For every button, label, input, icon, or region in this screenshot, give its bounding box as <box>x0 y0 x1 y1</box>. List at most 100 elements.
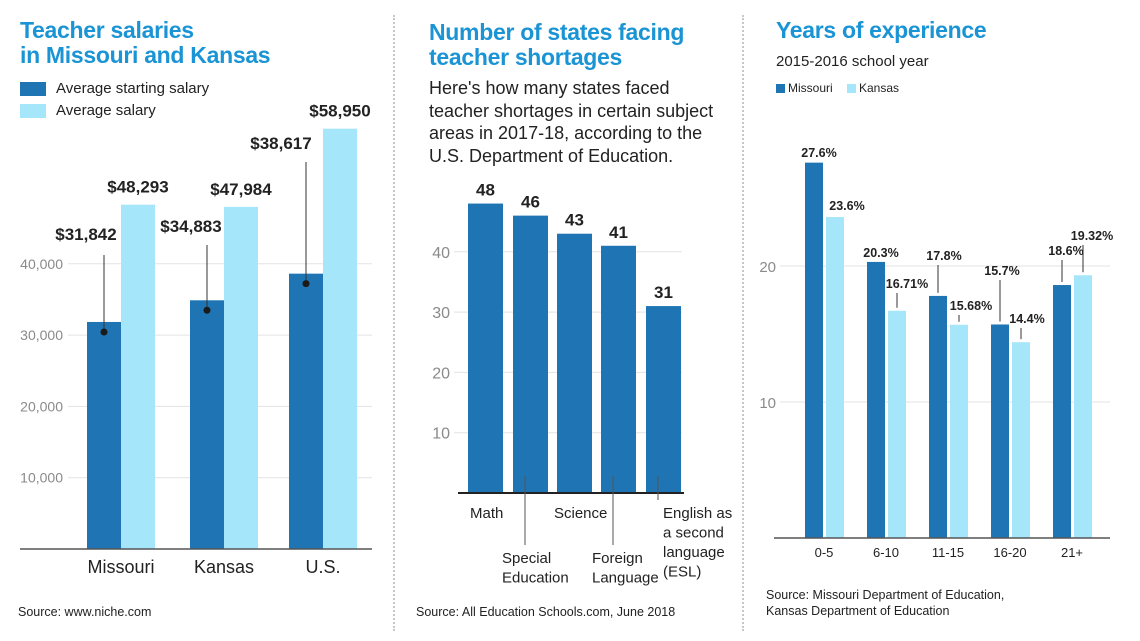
bar-kansas <box>826 217 844 539</box>
experience-chart: 10 20 27.6% 23.6% 0-5 20.3% 16.71% 6-10 17.8% 15.… <box>759 146 1113 560</box>
legend-swatch-light <box>20 103 46 118</box>
value-label-kansas: 16.71% <box>886 277 928 291</box>
experience-chart-title: Years of experience <box>776 17 987 43</box>
value-label-missouri: 27.6% <box>801 146 836 160</box>
bar-missouri <box>867 261 885 538</box>
bar-starting-salary <box>289 273 323 549</box>
source-line: Kansas Department of Education <box>766 604 950 618</box>
leader-dot <box>302 280 310 288</box>
x-category-label: 6-10 <box>873 545 899 560</box>
y-tick-label: 40,000 <box>20 256 63 272</box>
shortage-description: Here's how many states faced teacher sho… <box>429 77 713 167</box>
bar-kansas <box>1074 275 1092 538</box>
value-label-missouri: 18.6% <box>1048 244 1083 258</box>
x-category-label: 16-20 <box>993 545 1026 560</box>
x-category-label: 0-5 <box>815 545 834 560</box>
x-category-label: U.S. <box>305 557 340 577</box>
value-label-kansas: 23.6% <box>829 199 864 213</box>
bar-shortage <box>646 306 681 493</box>
legend-item-starting-salary: Average starting salary <box>20 80 209 97</box>
source-note: Source: Missouri Department of Education… <box>766 587 1004 619</box>
panel-divider <box>393 15 395 631</box>
value-label-average-salary: $47,984 <box>210 180 272 199</box>
value-label: 31 <box>654 283 673 302</box>
shortage-panel: Number of states facing teacher shortage… <box>392 0 744 641</box>
title-line: in Missouri and Kansas <box>20 42 271 68</box>
y-tick-label: 10 <box>759 395 776 412</box>
leader-dot <box>100 328 108 336</box>
value-label-missouri: 15.7% <box>984 264 1019 278</box>
value-label: 46 <box>521 193 540 212</box>
value-label-average-salary: $48,293 <box>107 178 168 197</box>
legend-swatch-dark <box>776 83 785 93</box>
legend-item-missouri: Missouri <box>776 81 833 95</box>
bar-kansas <box>888 310 906 538</box>
x-category-label: Language <box>592 570 659 587</box>
value-label-kansas: 14.4% <box>1009 312 1044 326</box>
value-label-average-salary: $58,950 <box>309 102 370 121</box>
x-category-label: Foreign <box>592 550 643 567</box>
bar-average-salary <box>121 204 155 550</box>
description-line: U.S. Department of Education. <box>429 145 674 166</box>
x-category-label: a second <box>663 525 724 542</box>
description-line: Here's how many states faced <box>429 78 670 98</box>
bar-kansas <box>1012 342 1030 538</box>
x-category-label: Science <box>554 505 607 522</box>
bar-kansas <box>950 324 968 538</box>
source-line: Source: Missouri Department of Education… <box>766 588 1005 602</box>
x-category-label: language <box>663 544 725 561</box>
title-line: Teacher salaries <box>20 17 194 43</box>
bar-starting-salary <box>87 321 121 549</box>
x-category-label: Missouri <box>87 557 154 577</box>
value-label: 43 <box>565 211 584 230</box>
experience-panel: Years of experience 2015-2016 school yea… <box>744 0 1140 641</box>
x-category-label: Kansas <box>194 557 254 577</box>
value-label-kansas: 15.68% <box>950 299 992 313</box>
salary-chart: 10,000 20,000 30,000 40,000 Missouri $48,293 K… <box>20 102 372 577</box>
y-tick-label: 20 <box>759 259 776 276</box>
experience-subtitle: 2015-2016 school year <box>776 53 929 70</box>
value-label-kansas: 19.32% <box>1071 229 1113 243</box>
y-tick-label: 30,000 <box>20 327 63 343</box>
value-label-missouri: 17.8% <box>926 249 961 263</box>
y-tick-label: 30 <box>432 305 450 322</box>
source-note: Source: All Education Schools.com, June … <box>416 605 676 619</box>
legend-label: Average starting salary <box>56 80 210 97</box>
shortage-chart-title: Number of states facing teacher shortage… <box>429 20 684 70</box>
bar-shortage <box>601 245 636 493</box>
salary-chart-title: Teacher salaries in Missouri and Kansas <box>20 17 271 68</box>
x-category-label: 11-15 <box>932 545 964 560</box>
legend-label: Kansas <box>859 81 900 95</box>
shortage-chart: 10 20 30 40 48 46 43 41 31 Math Special Education Sc… <box>432 181 732 587</box>
title-line: Number of states facing <box>429 19 685 45</box>
legend-item-average-salary: Average salary <box>20 102 156 119</box>
bar-average-salary <box>224 206 258 549</box>
x-category-label: Special <box>502 550 551 567</box>
y-tick-label: 20,000 <box>20 398 63 414</box>
legend-swatch-dark <box>20 81 46 96</box>
bar-shortage <box>557 233 592 493</box>
source-note: Source: www.niche.com <box>18 605 152 619</box>
bar-missouri <box>991 324 1009 538</box>
bar-shortage <box>468 203 503 493</box>
bar-shortage <box>513 215 548 493</box>
description-line: teacher shortages in certain subject <box>429 100 714 121</box>
y-tick-label: 10 <box>432 426 450 443</box>
legend-label: Average salary <box>56 102 156 119</box>
legend-swatch-light <box>847 83 856 93</box>
value-label-missouri: 20.3% <box>863 246 898 260</box>
x-category-label: (ESL) <box>663 564 701 581</box>
bar-missouri <box>805 162 823 538</box>
value-label-starting-salary: $31,842 <box>55 225 116 244</box>
y-tick-label: 20 <box>432 365 450 382</box>
value-label: 48 <box>476 181 495 200</box>
value-label: 41 <box>609 223 628 242</box>
bar-starting-salary <box>190 300 224 549</box>
panel-divider <box>742 15 744 631</box>
leader-dot <box>203 306 211 314</box>
bar-missouri <box>1053 285 1071 538</box>
bar-missouri <box>929 295 947 538</box>
title-line: teacher shortages <box>429 44 623 70</box>
description-line: areas in 2017-18, according to the <box>429 123 703 143</box>
value-label-starting-salary: $34,883 <box>160 217 221 236</box>
